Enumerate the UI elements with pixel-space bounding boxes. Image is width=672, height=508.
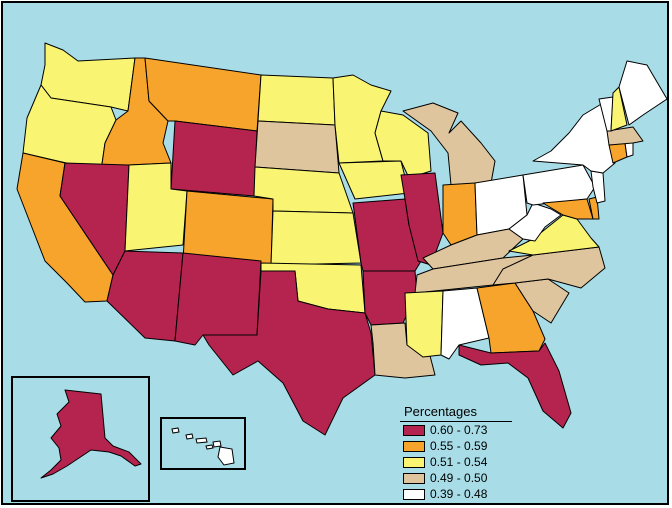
legend-title: Percentages	[400, 404, 512, 422]
state-sd	[254, 120, 340, 174]
legend-item: 0.49 - 0.50	[400, 470, 515, 486]
legend-label: 0.60 - 0.73	[430, 423, 488, 437]
state-ma	[606, 126, 644, 146]
state-fl	[458, 342, 572, 429]
legend-swatch	[403, 488, 425, 500]
legend-item: 0.55 - 0.59	[400, 438, 515, 454]
state-nh	[610, 86, 628, 132]
map-legend: Percentages 0.60 - 0.73 0.55 - 0.59 0.51…	[400, 404, 515, 502]
state-wy	[170, 120, 258, 197]
legend-item: 0.51 - 0.54	[400, 454, 515, 470]
state-il	[400, 172, 444, 266]
state-la	[370, 322, 436, 379]
hawaii-inset	[160, 417, 246, 470]
state-az	[106, 250, 184, 342]
legend-swatch	[403, 440, 425, 452]
legend-label: 0.55 - 0.59	[430, 439, 488, 453]
legend-item: 0.39 - 0.48	[400, 486, 515, 502]
state-wa	[40, 42, 136, 112]
legend-swatch	[403, 424, 425, 436]
state-ri	[624, 142, 634, 158]
legend-label: 0.51 - 0.54	[430, 455, 488, 469]
hawaii-shape	[171, 427, 235, 466]
state-in	[442, 182, 478, 246]
state-nm	[174, 252, 262, 346]
legend-label: 0.39 - 0.48	[430, 487, 488, 501]
us-choropleth-map	[16, 42, 667, 436]
alaska-shape	[40, 389, 142, 479]
alaska-inset	[11, 376, 150, 502]
state-tx	[202, 270, 376, 436]
legend-swatch	[403, 472, 425, 484]
state-md	[542, 198, 594, 220]
state-wv	[508, 202, 562, 242]
state-ms	[404, 290, 444, 358]
legend-label: 0.49 - 0.50	[430, 471, 488, 485]
legend-swatch	[403, 456, 425, 468]
state-mi	[402, 102, 496, 186]
state-ia	[338, 160, 410, 200]
state-me	[618, 60, 667, 126]
state-ks	[270, 210, 362, 266]
state-nd	[257, 74, 336, 126]
legend-item: 0.60 - 0.73	[400, 422, 515, 438]
